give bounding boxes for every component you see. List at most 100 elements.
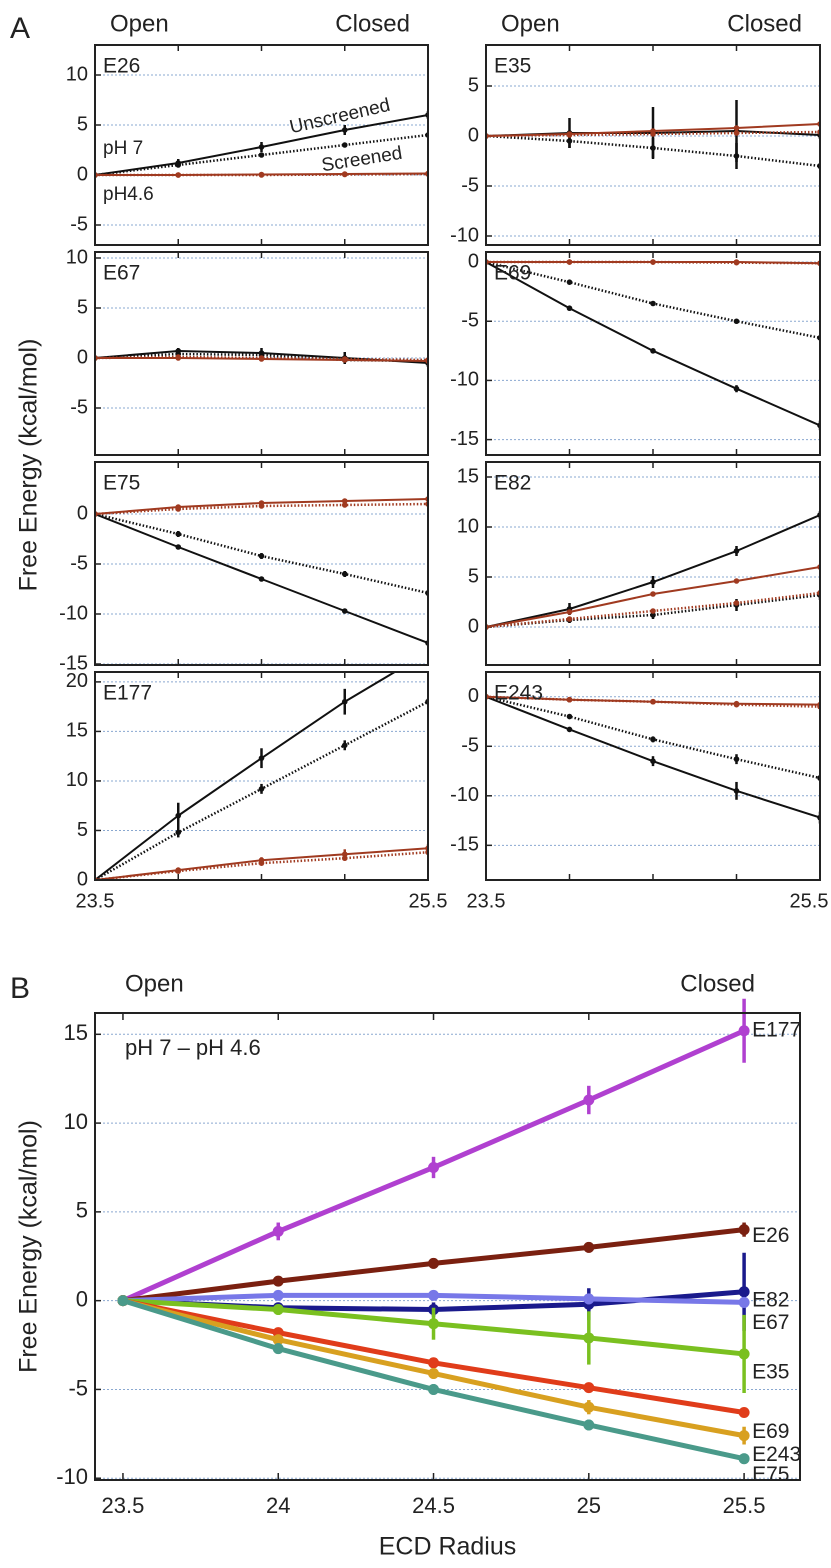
- data-point: [341, 356, 348, 362]
- x-tick-label: 23.5: [76, 890, 115, 912]
- data-point: [583, 1401, 595, 1413]
- data-point: [175, 868, 182, 874]
- state-label: Closed: [335, 10, 410, 37]
- y-tick-label: -5: [70, 213, 88, 235]
- data-point: [583, 1332, 595, 1344]
- plot-area: [95, 1013, 800, 1480]
- plot-area: [95, 672, 428, 880]
- y-tick-label: 0: [468, 250, 479, 272]
- data-point: [428, 1318, 440, 1330]
- data-point: [258, 576, 265, 582]
- data-point: [650, 300, 656, 307]
- data-point: [566, 609, 573, 615]
- data-point: [738, 1407, 750, 1419]
- series-line: [95, 502, 428, 516]
- data-point: [566, 696, 573, 703]
- series-label: E243: [752, 1443, 801, 1466]
- plot-frame: [94, 461, 429, 666]
- data-point: [738, 1224, 750, 1236]
- series-group: [117, 998, 750, 1465]
- y-tick-label: 0: [468, 615, 479, 637]
- y-tick-label: 0: [77, 502, 88, 524]
- x-tick-label: 25.5: [723, 1493, 766, 1518]
- data-point: [650, 591, 656, 597]
- panel-title: E243: [494, 682, 543, 705]
- data-point: [566, 138, 573, 144]
- y-tick-label: -15: [450, 834, 479, 856]
- panel-label: B: [10, 972, 30, 1005]
- data-point: [583, 1293, 595, 1305]
- data-point: [738, 1296, 750, 1308]
- y-tick-label: -10: [59, 602, 88, 624]
- plot-frame: [485, 44, 821, 246]
- data-point: [738, 1286, 750, 1298]
- data-point: [428, 1367, 440, 1379]
- data-point: [175, 172, 182, 178]
- data-point: [272, 1334, 284, 1346]
- data-point: [258, 144, 265, 150]
- data-point: [650, 579, 656, 585]
- data-point: [272, 1289, 284, 1301]
- data-point: [428, 1383, 440, 1395]
- data-point: [258, 755, 265, 761]
- data-point: [175, 354, 182, 360]
- y-tick-label: -15: [450, 428, 479, 450]
- data-point: [650, 348, 656, 354]
- data-point: [650, 698, 656, 705]
- data-point: [566, 259, 573, 265]
- annotation: pH4.6: [103, 184, 154, 205]
- y-tick-label: -5: [70, 396, 88, 418]
- data-point: [175, 531, 182, 537]
- data-point: [738, 1430, 750, 1442]
- y-tick-label: 20: [66, 670, 88, 692]
- data-point: [272, 1275, 284, 1287]
- y-tick-label: -5: [70, 552, 88, 574]
- plot-frame: [94, 671, 429, 881]
- y-tick-label: -5: [461, 735, 479, 757]
- y-tick-label: 5: [76, 1198, 88, 1223]
- x-tick-label: 25: [577, 1493, 601, 1518]
- data-point: [566, 726, 573, 733]
- data-point: [428, 1289, 440, 1301]
- data-point: [428, 1357, 440, 1369]
- data-point: [566, 132, 573, 138]
- y-tick-label: 0: [468, 685, 479, 707]
- data-point: [428, 1257, 440, 1269]
- data-point: [650, 131, 656, 137]
- data-point: [566, 279, 573, 285]
- data-point: [341, 742, 348, 749]
- panel-label: A: [10, 12, 30, 45]
- data-point: [566, 616, 573, 622]
- data-point: [733, 318, 740, 325]
- series-group: [486, 100, 820, 169]
- data-point: [583, 1094, 595, 1106]
- state-label: Open: [501, 10, 560, 37]
- y-tick-label: 10: [66, 63, 88, 85]
- series-group: [486, 693, 820, 824]
- plot-frame: [94, 1012, 801, 1481]
- data-point: [258, 503, 265, 509]
- plot-frame: [485, 251, 821, 456]
- data-point: [341, 608, 348, 614]
- y-tick-label: 15: [66, 720, 88, 742]
- panel-title: E69: [494, 262, 531, 285]
- y-tick-label: -10: [450, 369, 479, 391]
- data-point: [566, 713, 573, 720]
- y-tick-label: 5: [468, 565, 479, 587]
- series-label: E75: [752, 1463, 789, 1486]
- x-tick-label: 23.5: [102, 1493, 145, 1518]
- series-label: E35: [752, 1360, 789, 1383]
- data-point: [175, 544, 182, 550]
- state-label: Closed: [680, 970, 755, 997]
- state-label: Open: [110, 10, 169, 37]
- y-tick-label: 10: [457, 515, 479, 537]
- data-point: [650, 259, 656, 265]
- y-tick-label: 0: [468, 124, 479, 146]
- data-point: [583, 1241, 595, 1253]
- data-point: [583, 1419, 595, 1431]
- data-point: [258, 152, 265, 158]
- data-point: [733, 385, 740, 392]
- series-label: E69: [752, 1420, 789, 1443]
- data-point: [258, 553, 265, 559]
